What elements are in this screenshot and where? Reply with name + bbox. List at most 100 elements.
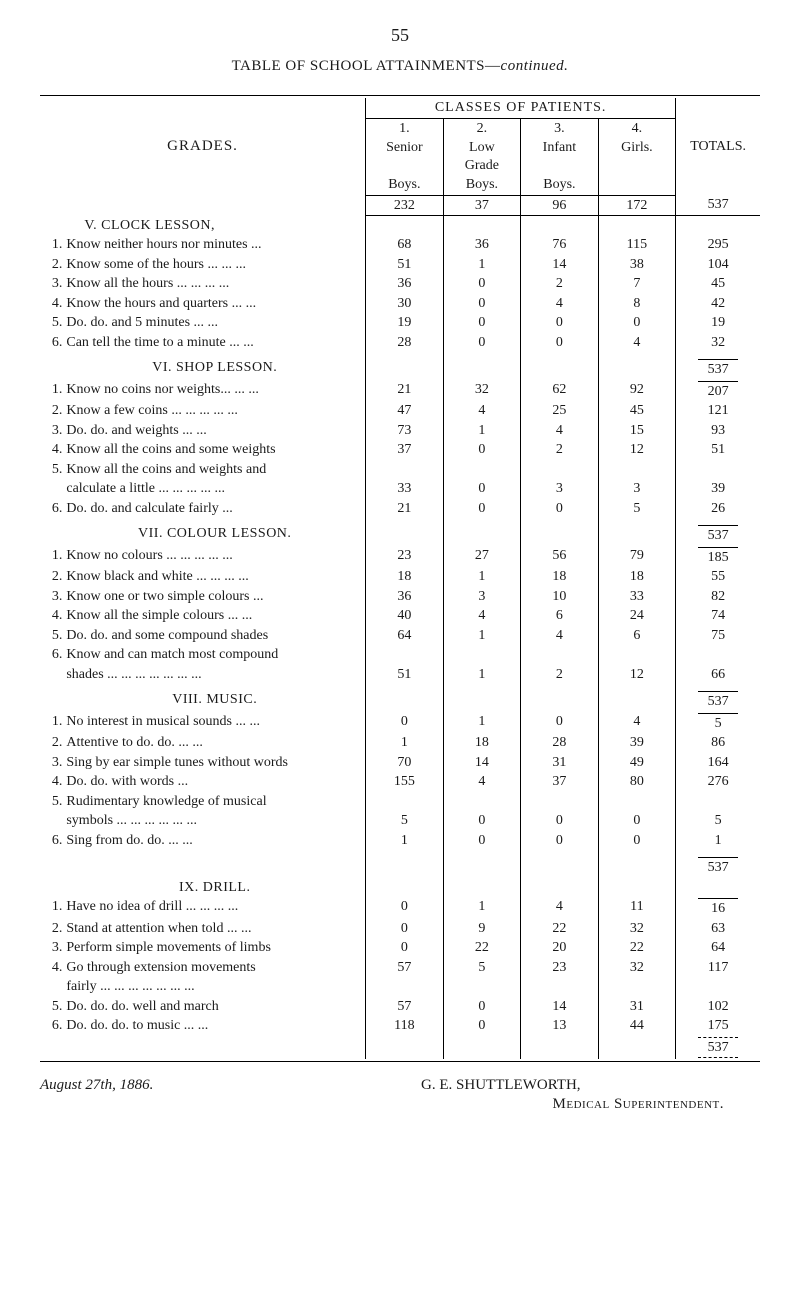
- row-label: Know all the hours ... ... ... ...: [64, 274, 365, 294]
- ix-group-total: 537: [698, 857, 738, 877]
- table-row: 1.Know no colours ... ... ... ... ...232…: [40, 546, 760, 568]
- row-label: Rudimentary knowledge of musical: [64, 792, 365, 812]
- table-row: 6.Sing from do. do. ... ...10001: [40, 831, 760, 851]
- cell-value: 32: [443, 380, 521, 402]
- cell-value: 0: [443, 499, 521, 519]
- viii-group-total: 537: [698, 691, 738, 711]
- row-number: [40, 665, 64, 685]
- cell-value: 4: [443, 772, 521, 792]
- row-total: 19: [676, 313, 760, 333]
- table-row: 5.Know all the coins and weights and: [40, 460, 760, 480]
- cell-value: [598, 460, 676, 480]
- cell-value: 76: [521, 235, 599, 255]
- row-total: 5: [676, 811, 760, 831]
- row-number: 6.: [40, 499, 64, 519]
- row-label: Do. do. and weights ... ...: [64, 421, 365, 441]
- row-label: Go through extension movements: [64, 958, 365, 978]
- cell-value: 5: [366, 811, 444, 831]
- signature-block: August 27th, 1886. G. E. SHUTTLEWORTH, M…: [40, 1076, 760, 1114]
- cell-value: 22: [443, 938, 521, 958]
- row-number: 5.: [40, 460, 64, 480]
- cell-value: 20: [521, 938, 599, 958]
- table-row: 2.Know some of the hours ... ... ...5111…: [40, 255, 760, 275]
- row-number: 2.: [40, 401, 64, 421]
- cell-value: 57: [366, 997, 444, 1017]
- hdr-c2b: Grade: [465, 158, 499, 173]
- cell-value: 51: [366, 255, 444, 275]
- row-number: 3.: [40, 587, 64, 607]
- row-number: [40, 811, 64, 831]
- row-total: [676, 460, 760, 480]
- row-total: 93: [676, 421, 760, 441]
- cell-value: 27: [443, 546, 521, 568]
- table-row: 3.Know one or two simple colours ...3631…: [40, 587, 760, 607]
- cell-value: 23: [521, 958, 599, 978]
- row-label: Know black and white ... ... ... ...: [64, 567, 365, 587]
- table-row: 5.Do. do. and some compound shades641467…: [40, 626, 760, 646]
- hdr-c3a: Infant: [543, 140, 576, 155]
- table-title: TABLE OF SCHOOL ATTAINMENTS—continued.: [40, 57, 760, 76]
- cell-value: 4: [521, 421, 599, 441]
- cell-value: 1: [443, 421, 521, 441]
- cell-value: [443, 977, 521, 997]
- cell-value: 28: [521, 733, 599, 753]
- cell-value: 2: [521, 440, 599, 460]
- cell-value: 47: [366, 401, 444, 421]
- cell-value: 0: [443, 294, 521, 314]
- cell-value: 56: [521, 546, 599, 568]
- hdr-col4-num: 4.: [598, 118, 676, 138]
- section-vi-title: VI. SHOP LESSON.: [64, 358, 365, 380]
- cell-value: 1: [366, 831, 444, 851]
- table-row: 1.No interest in musical sounds ... ...0…: [40, 712, 760, 734]
- row-label: Know all the coins and weights and: [64, 460, 365, 480]
- cell-value: 9: [443, 919, 521, 939]
- cell-value: 36: [366, 587, 444, 607]
- cell-value: [598, 977, 676, 997]
- hdr-col2-num: 2.: [443, 118, 521, 138]
- row-total: 276: [676, 772, 760, 792]
- cell-value: 6: [521, 606, 599, 626]
- row-number: 1.: [40, 380, 64, 402]
- row-number: 6.: [40, 831, 64, 851]
- cell-value: 37: [366, 440, 444, 460]
- cell-value: 68: [366, 235, 444, 255]
- cell-value: 62: [521, 380, 599, 402]
- cell-value: 0: [521, 313, 599, 333]
- cell-value: 18: [521, 567, 599, 587]
- row-total: 207: [676, 380, 760, 402]
- cell-value: 4: [521, 897, 599, 919]
- cell-value: [521, 792, 599, 812]
- row-total: 42: [676, 294, 760, 314]
- row-total: 51: [676, 440, 760, 460]
- hdr-c4a: Girls.: [621, 140, 653, 155]
- cell-value: 4: [598, 712, 676, 734]
- cell-value: 18: [366, 567, 444, 587]
- cell-value: 51: [366, 665, 444, 685]
- row-label: Do. do. and some compound shades: [64, 626, 365, 646]
- attainments-table: GRADES. CLASSES OF PATIENTS. TOTALS. 1. …: [40, 95, 760, 1062]
- cell-value: [366, 977, 444, 997]
- row-number: 2.: [40, 919, 64, 939]
- cell-value: 14: [521, 997, 599, 1017]
- row-label: Do. do. do. well and march: [64, 997, 365, 1017]
- table-row: 5.Rudimentary knowledge of musical: [40, 792, 760, 812]
- cell-value: 0: [366, 938, 444, 958]
- cell-value: 14: [443, 753, 521, 773]
- cell-value: 0: [443, 440, 521, 460]
- vii-group-total: 537: [698, 525, 738, 545]
- row-number: 4.: [40, 440, 64, 460]
- cell-value: 0: [521, 499, 599, 519]
- row-total: 1: [676, 831, 760, 851]
- table-row: 5.Do. do. and 5 minutes ... ...1900019: [40, 313, 760, 333]
- table-row: 6.Do. do. and calculate fairly ...210052…: [40, 499, 760, 519]
- row-label: Know neither hours nor minutes ...: [64, 235, 365, 255]
- table-row: 4. Do. do. with words ...15543780276: [40, 772, 760, 792]
- cell-value: 30: [366, 294, 444, 314]
- cell-value: 22: [598, 938, 676, 958]
- table-row: 2.Know a few coins ... ... ... ... ...47…: [40, 401, 760, 421]
- cell-value: 2: [521, 274, 599, 294]
- signature-date: August 27th, 1886.: [40, 1077, 153, 1093]
- table-row: 2.Attentive to do. do. ... ...118283986: [40, 733, 760, 753]
- row-label: calculate a little ... ... ... ... ...: [64, 479, 365, 499]
- cell-value: 115: [598, 235, 676, 255]
